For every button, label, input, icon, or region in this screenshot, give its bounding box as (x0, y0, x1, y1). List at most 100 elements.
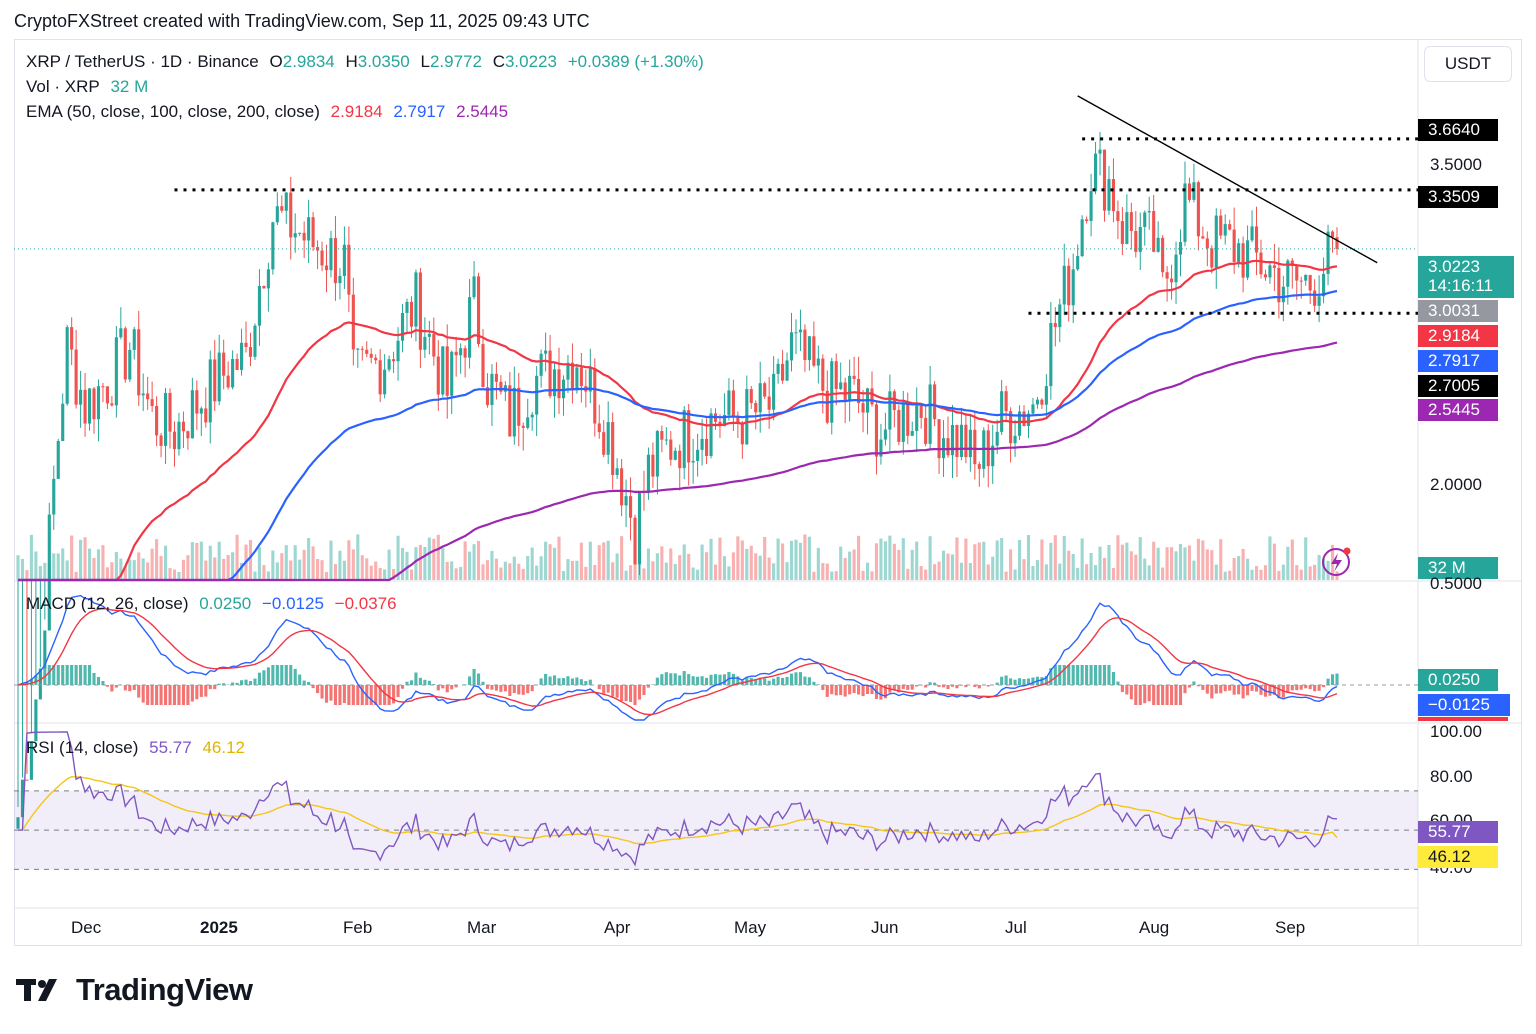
ema-title[interactable]: EMA (50, close, 100, close, 200, close) (26, 102, 320, 121)
volume-bar (1138, 537, 1142, 580)
candle-body (673, 450, 677, 460)
candle-body (539, 353, 543, 376)
macd-histogram-bar (369, 685, 373, 705)
macd-histogram-bar (1304, 685, 1308, 689)
macd-histogram-bar (785, 676, 789, 685)
macd-histogram-bar (316, 685, 320, 694)
volume-bar (320, 560, 324, 580)
volume-bar (709, 538, 713, 580)
volume-bar (490, 550, 494, 580)
macd-histogram-bar (481, 681, 485, 685)
macd-histogram-bar (392, 685, 396, 704)
candle-body (1031, 404, 1035, 414)
macd-tick: 0.5000 (1430, 574, 1482, 593)
x-tick-apr: Apr (604, 918, 631, 937)
macd-histogram-bar (137, 685, 141, 698)
volume-bar (789, 540, 794, 580)
candle-body (544, 350, 548, 354)
candle-body (253, 325, 257, 357)
volume-bar (964, 538, 968, 580)
volume-bar (606, 540, 610, 580)
candle-body (235, 359, 239, 370)
currency-button[interactable]: USDT (1424, 46, 1512, 82)
macd-histogram-bar (937, 685, 941, 687)
candle-body (1044, 386, 1048, 405)
price-label-2700: 2.7005 (1418, 375, 1498, 397)
ema100-axis-label: 2.7917 (1418, 350, 1498, 372)
macd-histogram-bar (772, 678, 776, 685)
macd-histogram-bar (1183, 685, 1187, 694)
macd-histogram-bar (396, 685, 400, 698)
candle-body (1183, 183, 1187, 242)
volume-bar (1304, 537, 1308, 580)
candle-body (338, 275, 342, 284)
volume-bar (1295, 565, 1299, 580)
volume-bar (324, 571, 329, 580)
candle-body (915, 405, 919, 432)
macd-histogram-bar (1089, 665, 1093, 685)
volume-bar (427, 537, 431, 580)
macd-histogram-bar (901, 685, 905, 689)
macd-histogram-bar (521, 685, 525, 695)
macd-title[interactable]: MACD (12, 26, close) (26, 594, 189, 613)
volume-bar (204, 560, 208, 580)
candle-body (552, 369, 557, 397)
volume-bar (181, 559, 185, 580)
volume-bar (1022, 559, 1026, 580)
candle-body (450, 351, 454, 396)
macd-histogram-bar (177, 685, 181, 705)
volume-bar (159, 556, 163, 580)
volume-title[interactable]: Vol · XRP (26, 77, 100, 96)
candle-body (883, 429, 887, 440)
candle-body (1313, 290, 1317, 306)
volume-bar (20, 558, 25, 580)
volume-bar (968, 562, 972, 580)
ohlc-legend: XRP / TetherUS · 1D · Binance O2.9834 H3… (26, 52, 710, 72)
macd-histogram-bar (1317, 685, 1321, 691)
candle-body (499, 381, 503, 392)
volume-bar (168, 568, 172, 580)
x-tick-2025: 2025 (200, 918, 238, 937)
macd-histogram-bar (307, 681, 311, 685)
macd-histogram-bar (1250, 685, 1254, 691)
macd-histogram-bar (427, 680, 431, 685)
volume-bar (892, 543, 896, 580)
rsi-title[interactable]: RSI (14, close) (26, 738, 139, 757)
symbol-label[interactable]: XRP / TetherUS · 1D · Binance (26, 52, 259, 71)
candle-body (1299, 280, 1303, 282)
candle-body (485, 387, 490, 405)
candle-body (1004, 391, 1008, 412)
rsi-line (18, 731, 1338, 867)
macd-histogram-bar (906, 685, 910, 690)
volume-bar (208, 545, 212, 580)
close-label: C3.0223 (492, 52, 557, 71)
volume-bar (570, 560, 574, 580)
volume-bar (1004, 571, 1008, 580)
candle-body (454, 351, 458, 356)
candle-body (1062, 265, 1066, 305)
volume-bar (597, 545, 601, 580)
volume-bar (1210, 550, 1214, 580)
volume-bar (620, 536, 624, 580)
volume-bar (83, 537, 87, 580)
volume-bar (897, 549, 901, 580)
replay-icon-bolt (1331, 553, 1342, 572)
macd-histogram-bar (1259, 685, 1263, 695)
volume-bar (1067, 550, 1071, 580)
macd-histogram-bar (374, 685, 378, 705)
candle-body (995, 431, 999, 446)
candle-body (1161, 237, 1165, 273)
volume-bar (579, 542, 583, 580)
tradingview-logo[interactable]: TradingView (16, 972, 253, 1008)
macd-histogram-bar (1308, 685, 1312, 690)
candle-body (1205, 238, 1209, 249)
candle-body (1210, 248, 1214, 268)
candle-body (383, 369, 387, 395)
tradingview-logo-text: TradingView (76, 972, 253, 1007)
candle-body (1272, 265, 1276, 268)
macd-histogram-bar (418, 677, 422, 685)
macd-histogram-bar (1152, 685, 1156, 705)
volume-bar (1263, 565, 1268, 580)
macd-histogram-bar (302, 680, 306, 685)
